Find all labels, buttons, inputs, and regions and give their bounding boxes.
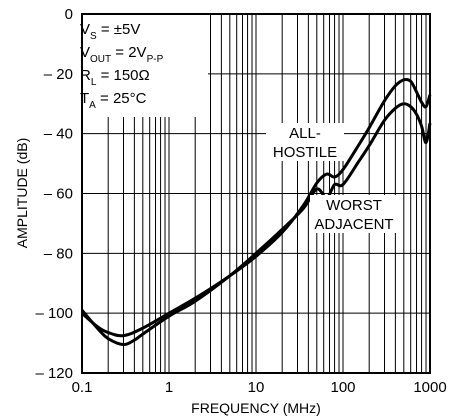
x-tick-label: 10 [248, 379, 265, 396]
annotation-worst-adjacent-line2: ADJACENT [314, 216, 393, 233]
y-tick-label: – 40 [44, 126, 73, 143]
conditions-box-background [76, 13, 208, 117]
annotation-all-hostile-line1: ALL- [289, 125, 321, 142]
condition-rl: RL = 150Ω [80, 67, 150, 88]
y-tick-label: – 60 [44, 186, 73, 203]
series-line-worst-adjacent [80, 102, 432, 347]
y-tick-label: – 120 [35, 365, 73, 382]
y-tick-label: 0 [65, 6, 73, 23]
condition-vs: VS = ±5V [80, 21, 140, 42]
y-tick-label: – 80 [44, 245, 73, 262]
annotation-all-hostile: ALL- HOSTILE [266, 123, 344, 161]
annotation-all-hostile-background [266, 123, 344, 161]
annotation-all-hostile-line2: HOSTILE [273, 144, 337, 161]
condition-ta: TA = 25°C [80, 90, 147, 111]
x-tick-label: 0.1 [72, 379, 93, 396]
y-tick-label: – 100 [35, 305, 73, 322]
annotation-worst-adjacent-line1: WORST [326, 197, 382, 214]
x-tick-label: 100 [330, 379, 355, 396]
x-tick-label: 1 [165, 379, 173, 396]
y-tick-labels: 0 – 20 – 40 – 60 – 80 – 100 – 120 [35, 6, 73, 382]
plot-frame [81, 13, 431, 374]
series-lines [80, 77, 432, 347]
y-tick-label: – 20 [44, 66, 73, 83]
annotation-worst-adjacent: WORST ADJACENT [310, 195, 398, 233]
annotation-worst-adjacent-background [310, 195, 398, 233]
x-tick-labels: 0.1 1 10 100 1000 [72, 379, 447, 396]
x-axis-title: FREQUENCY (MHz) [191, 400, 321, 416]
y-axis-title: AMPLITUDE (dB) [14, 138, 30, 248]
x-tick-label: 1000 [413, 379, 446, 396]
conditions-box: VS = ±5V VOUT = 2VP-P RL = 150Ω TA = 25°… [76, 13, 208, 117]
series-line-all-hostile [81, 77, 432, 338]
condition-vout: VOUT = 2VP-P [80, 44, 164, 65]
